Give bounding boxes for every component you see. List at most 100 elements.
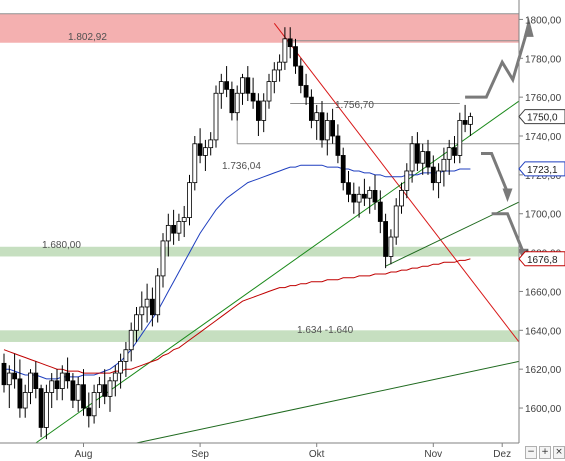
candle [86, 392, 92, 428]
x-tick-label: Dez [493, 449, 511, 460]
candle-body [160, 240, 166, 277]
candle [308, 89, 314, 129]
candle [467, 112, 473, 137]
candle-body [197, 143, 203, 156]
candle [314, 104, 320, 140]
candle-body [134, 314, 139, 331]
candle-body [202, 147, 208, 156]
candle-body [65, 372, 70, 382]
candle-body [351, 193, 357, 203]
candle-body [340, 155, 346, 184]
candle [28, 369, 33, 405]
candle-body [346, 182, 351, 195]
y-tick-label: 1720,00 [525, 171, 562, 182]
candle-body [303, 85, 309, 98]
candle [319, 101, 325, 148]
price-tag-label: 1676,8 [527, 255, 558, 266]
candle [171, 209, 177, 245]
ma-line-2 [3, 258, 471, 374]
y-tick-label: 1780,00 [525, 54, 562, 65]
candle-body [293, 46, 298, 67]
candle [234, 85, 240, 121]
forecast-drop-arrow [481, 151, 509, 193]
candle [49, 373, 55, 409]
candle-body [33, 372, 39, 389]
candle [176, 213, 182, 241]
candle [155, 268, 161, 323]
price-tag: 1676,8 [518, 251, 565, 267]
candle-body [38, 388, 44, 428]
candle-body [6, 372, 12, 386]
price-zone [0, 13, 519, 43]
candle [33, 361, 39, 399]
candle [340, 147, 346, 191]
candle-body [282, 38, 288, 63]
x-tick-label: Okt [309, 449, 325, 460]
candle-body [12, 372, 18, 380]
candle [54, 369, 60, 401]
candle-body [356, 193, 362, 203]
candle-body [361, 193, 367, 199]
candle-body [28, 372, 33, 393]
candle-body [22, 392, 28, 409]
candle-body [393, 205, 399, 238]
candle [17, 359, 23, 418]
candle-body [324, 120, 330, 141]
y-tick-label: 1640,00 [525, 326, 562, 337]
candle [446, 139, 452, 175]
candle-body [409, 143, 415, 172]
candle-body [208, 139, 214, 149]
zoom-out-icon[interactable]: − [525, 445, 537, 459]
price-tag: 1723,1 [518, 161, 565, 177]
candle-body [192, 143, 198, 184]
close-icon[interactable]: × [553, 445, 565, 459]
candle-body [277, 61, 283, 71]
candle-body [287, 38, 293, 48]
forecast-up-arrowhead [523, 17, 534, 37]
ma-line-1 [4, 164, 471, 380]
candle [377, 190, 383, 234]
candle [213, 85, 219, 148]
candle [420, 143, 426, 175]
candle [330, 108, 336, 144]
x-tick-label: Aug [75, 449, 93, 460]
candle [118, 353, 123, 389]
candle-body [165, 224, 171, 242]
candle [134, 306, 139, 342]
candle [383, 213, 389, 269]
candle [425, 139, 431, 175]
candle-body [107, 380, 113, 397]
candle [367, 186, 373, 214]
candle [128, 322, 134, 362]
y-tick-label: 1600,00 [525, 404, 562, 415]
candle [149, 287, 155, 327]
candle [197, 128, 203, 164]
candle-body [467, 116, 473, 125]
candle [12, 353, 18, 389]
annotation-support-zone: 1.634 -1.640 [297, 325, 354, 336]
candle [346, 170, 351, 203]
candle-body [139, 306, 145, 316]
candle-body [250, 92, 256, 102]
candle-body [240, 77, 245, 94]
candle [75, 376, 81, 412]
candle-body [383, 221, 389, 257]
candle [81, 369, 86, 416]
zoom-in-icon[interactable]: + [539, 445, 551, 459]
price-zone [0, 330, 519, 342]
candle-body [54, 380, 60, 389]
candle-body [218, 81, 224, 94]
candle [1, 353, 7, 393]
candle [91, 384, 97, 424]
candle [277, 54, 283, 82]
candle-body [298, 65, 304, 86]
candle [351, 182, 357, 214]
candle [22, 384, 28, 418]
candle-body [446, 147, 452, 160]
candle [436, 163, 442, 199]
candle [224, 66, 230, 98]
annotation-level-low: 1.736,04 [222, 161, 261, 172]
candle-body [1, 362, 7, 386]
candle-body [17, 378, 23, 409]
candle [361, 178, 367, 206]
